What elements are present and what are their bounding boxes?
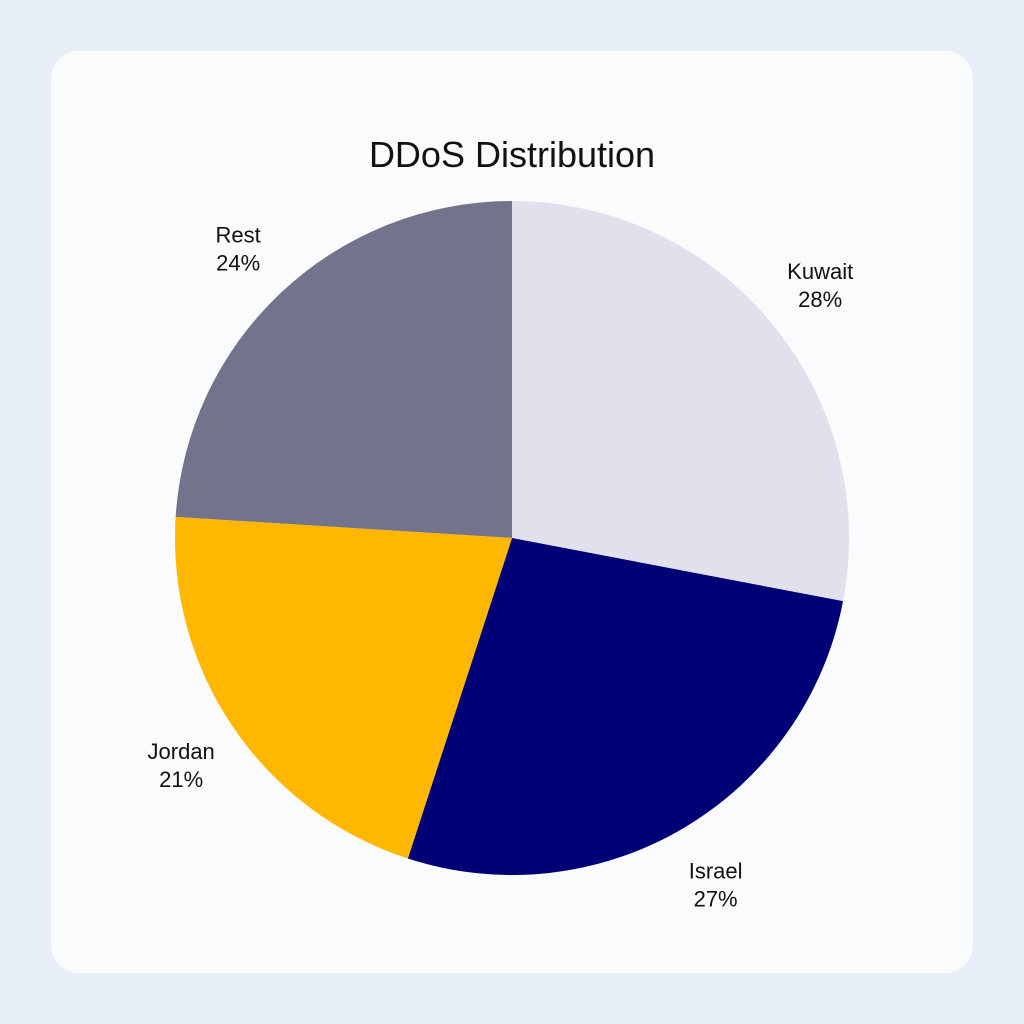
slice-name-label: Rest xyxy=(216,222,261,247)
pie-slice-kuwait xyxy=(512,201,850,602)
pie-slices xyxy=(175,201,850,875)
slice-percent-label: 24% xyxy=(216,250,260,275)
pie-slice-rest xyxy=(175,201,513,538)
pie-labels: Kuwait 28% Israel 27% Jordan 21% Rest 24% xyxy=(148,222,854,911)
pie-slice-israel xyxy=(407,538,844,875)
slice-name-label: Israel xyxy=(689,858,743,883)
slice-name-label: Jordan xyxy=(148,739,215,764)
chart-title: DDoS Distribution xyxy=(369,134,655,175)
slice-percent-label: 21% xyxy=(159,767,203,792)
slice-percent-label: 28% xyxy=(798,287,842,312)
slice-name-label: Kuwait xyxy=(787,259,853,284)
pie-slice-jordan xyxy=(175,516,512,859)
slice-percent-label: 27% xyxy=(694,886,738,911)
